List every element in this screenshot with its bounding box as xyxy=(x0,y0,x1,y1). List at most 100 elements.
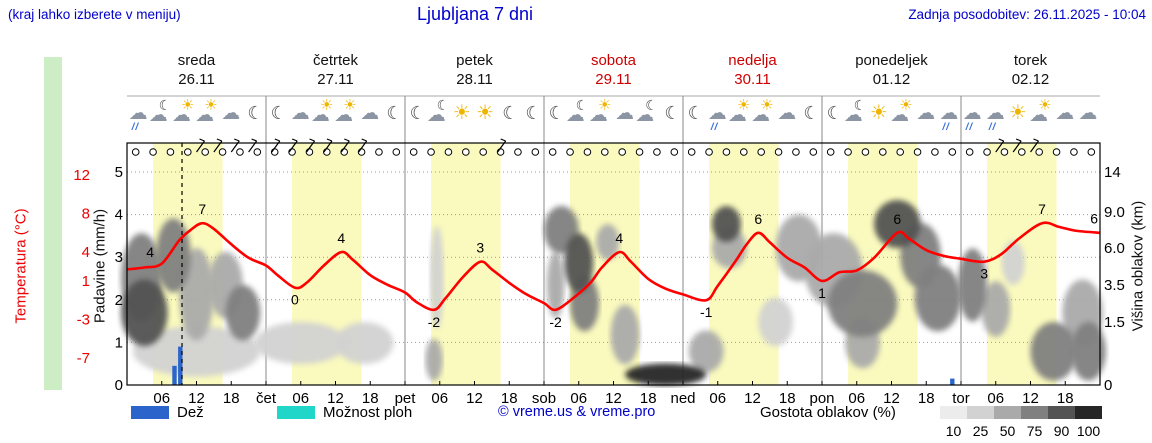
precip-tick-label: 4 xyxy=(115,207,123,224)
weather-icon-sun: ☀ xyxy=(867,97,893,133)
cloud-glyph: ☁ xyxy=(777,103,797,124)
weather-icon-moon-cloud: ☾ ☁ xyxy=(844,97,870,133)
weather-icon-moon: ☾ xyxy=(543,97,569,133)
wind-circle xyxy=(687,148,696,156)
sun-glyph: ☀ xyxy=(760,97,774,114)
temperature-curve xyxy=(126,221,1101,312)
weather-icon-cloud: ☁ xyxy=(1052,97,1078,133)
day-header-četrtek: četrtek 27.11 xyxy=(266,51,405,89)
precip-tick-label: 1 xyxy=(115,334,123,351)
day-abbrev-label: sob xyxy=(532,390,556,407)
copyright-link[interactable]: © vreme.us & vreme.pro xyxy=(498,404,656,420)
wind-circle xyxy=(583,148,592,156)
cloud-glyph: ☁ xyxy=(334,105,354,126)
temperature-label: 4 xyxy=(615,230,623,246)
moon-glyph: ☾ xyxy=(575,97,589,113)
day-header-torek: torek 02.12 xyxy=(961,51,1100,89)
last-updated-text: Zadnja posodobitev: 26.11.2025 - 10:04 xyxy=(908,7,1146,22)
height-tick-label: 14 xyxy=(1104,164,1121,181)
precip-axis-title: Padavine (mm/h) xyxy=(91,208,109,324)
weather-icon-sun-cloud: ☀ ☁ xyxy=(172,97,198,133)
moon-glyph: ☾ xyxy=(436,97,450,113)
cloud-glyph: ☁ xyxy=(751,105,771,126)
cloud-blob xyxy=(155,218,191,293)
wind-circle xyxy=(444,148,453,156)
density-tick-50: 50 xyxy=(999,423,1016,439)
cloud-blob xyxy=(596,224,620,260)
day-name: torek xyxy=(1013,52,1048,69)
temp-tick-label: 12 xyxy=(73,167,90,184)
weather-icon-moon-cloud: ☾ ☁ xyxy=(566,97,592,133)
cloud-glyph: ☁ xyxy=(1055,103,1075,124)
wind-circle xyxy=(792,148,800,156)
weather-icon-sun-cloud: ☀ ☁ xyxy=(589,97,615,133)
wind-circle xyxy=(965,148,974,156)
precip-tick-label: 2 xyxy=(115,292,123,309)
cloud-blob xyxy=(958,248,988,322)
cloud-glyph: ☁ xyxy=(128,103,148,124)
day-date: 26.11 xyxy=(178,71,215,88)
moon-glyph: ☾ xyxy=(409,103,426,123)
hour-tick-label: 06 xyxy=(987,390,1004,407)
weather-icon-rain-cloud: ☁// xyxy=(705,97,731,133)
moon-glyph: ☾ xyxy=(826,103,843,123)
sun-glyph: ☀ xyxy=(597,97,612,114)
wind-circle xyxy=(566,148,574,156)
wind-barb xyxy=(216,138,223,142)
density-swatch-90 xyxy=(1048,406,1075,419)
rain-glyph: // xyxy=(988,122,997,133)
day-abbrev-label: pet xyxy=(395,390,417,407)
wind-circle xyxy=(931,148,939,156)
sun-glyph: ☀ xyxy=(180,97,195,114)
moon-glyph: ☾ xyxy=(158,97,172,113)
weather-icon-moon-cloud: ☾ ☁ xyxy=(427,97,453,133)
moon-glyph: ☾ xyxy=(548,103,565,123)
wind-barb xyxy=(274,138,281,142)
wind-circle xyxy=(670,148,679,156)
moon-glyph: ☾ xyxy=(803,103,820,123)
wind-circle xyxy=(861,148,870,156)
hour-tick-label: 06 xyxy=(431,390,448,407)
height-tick-label: 6.0 xyxy=(1104,240,1125,257)
weather-icon-sun: ☀ xyxy=(1006,97,1032,133)
precip-tick-label: 0 xyxy=(115,377,123,394)
cloud-glyph: ☁ xyxy=(727,105,747,126)
hour-tick-label: 18 xyxy=(223,390,240,407)
cloud-blob xyxy=(688,330,724,373)
hour-tick-label: 18 xyxy=(918,390,935,407)
weather-icon-sun: ☀ xyxy=(450,97,476,133)
day-header-sreda: sreda 26.11 xyxy=(127,51,266,89)
showers-legend-swatch xyxy=(277,406,315,419)
cloud-glyph: ☁ xyxy=(962,103,982,124)
density-swatch-50 xyxy=(994,406,1021,419)
density-swatch-10 xyxy=(940,406,967,419)
cloud-blob xyxy=(254,322,348,364)
cloud-blob xyxy=(827,270,898,337)
temperature-label: 6 xyxy=(754,211,762,227)
day-name: sobota xyxy=(590,52,637,69)
weather-icon-moon-cloud: ☾ ☁ xyxy=(149,97,175,133)
cloud-blob xyxy=(758,297,794,347)
temp-tick-label: -7 xyxy=(77,350,90,367)
wind-circle xyxy=(653,148,661,156)
temperature-label: 0 xyxy=(291,292,299,308)
wind-barb xyxy=(500,138,506,142)
weather-icon-cloud: ☁ xyxy=(774,97,800,133)
rain-glyph: // xyxy=(965,122,974,133)
cloud-height-axis-title: Višina oblakov (km) xyxy=(1129,200,1147,332)
cloud-blob xyxy=(225,285,261,341)
cloud-blob xyxy=(121,279,168,347)
cloud-glyph: ☁ xyxy=(890,105,910,126)
wind-circle xyxy=(601,148,609,156)
cloud-glyph: ☁ xyxy=(1029,105,1049,126)
day-name: ponedeljek xyxy=(855,52,928,69)
moon-glyph: ☾ xyxy=(386,103,403,123)
wind-barb xyxy=(309,138,315,142)
moon-glyph: ☾ xyxy=(645,97,658,113)
cloud-density-scale-values: 10 25 50 75 90 100 xyxy=(940,423,1102,439)
rain-bar xyxy=(950,378,955,385)
temperature-scale-strip xyxy=(44,57,62,390)
rain-legend-swatch xyxy=(131,406,169,419)
wind-circle xyxy=(722,148,731,156)
